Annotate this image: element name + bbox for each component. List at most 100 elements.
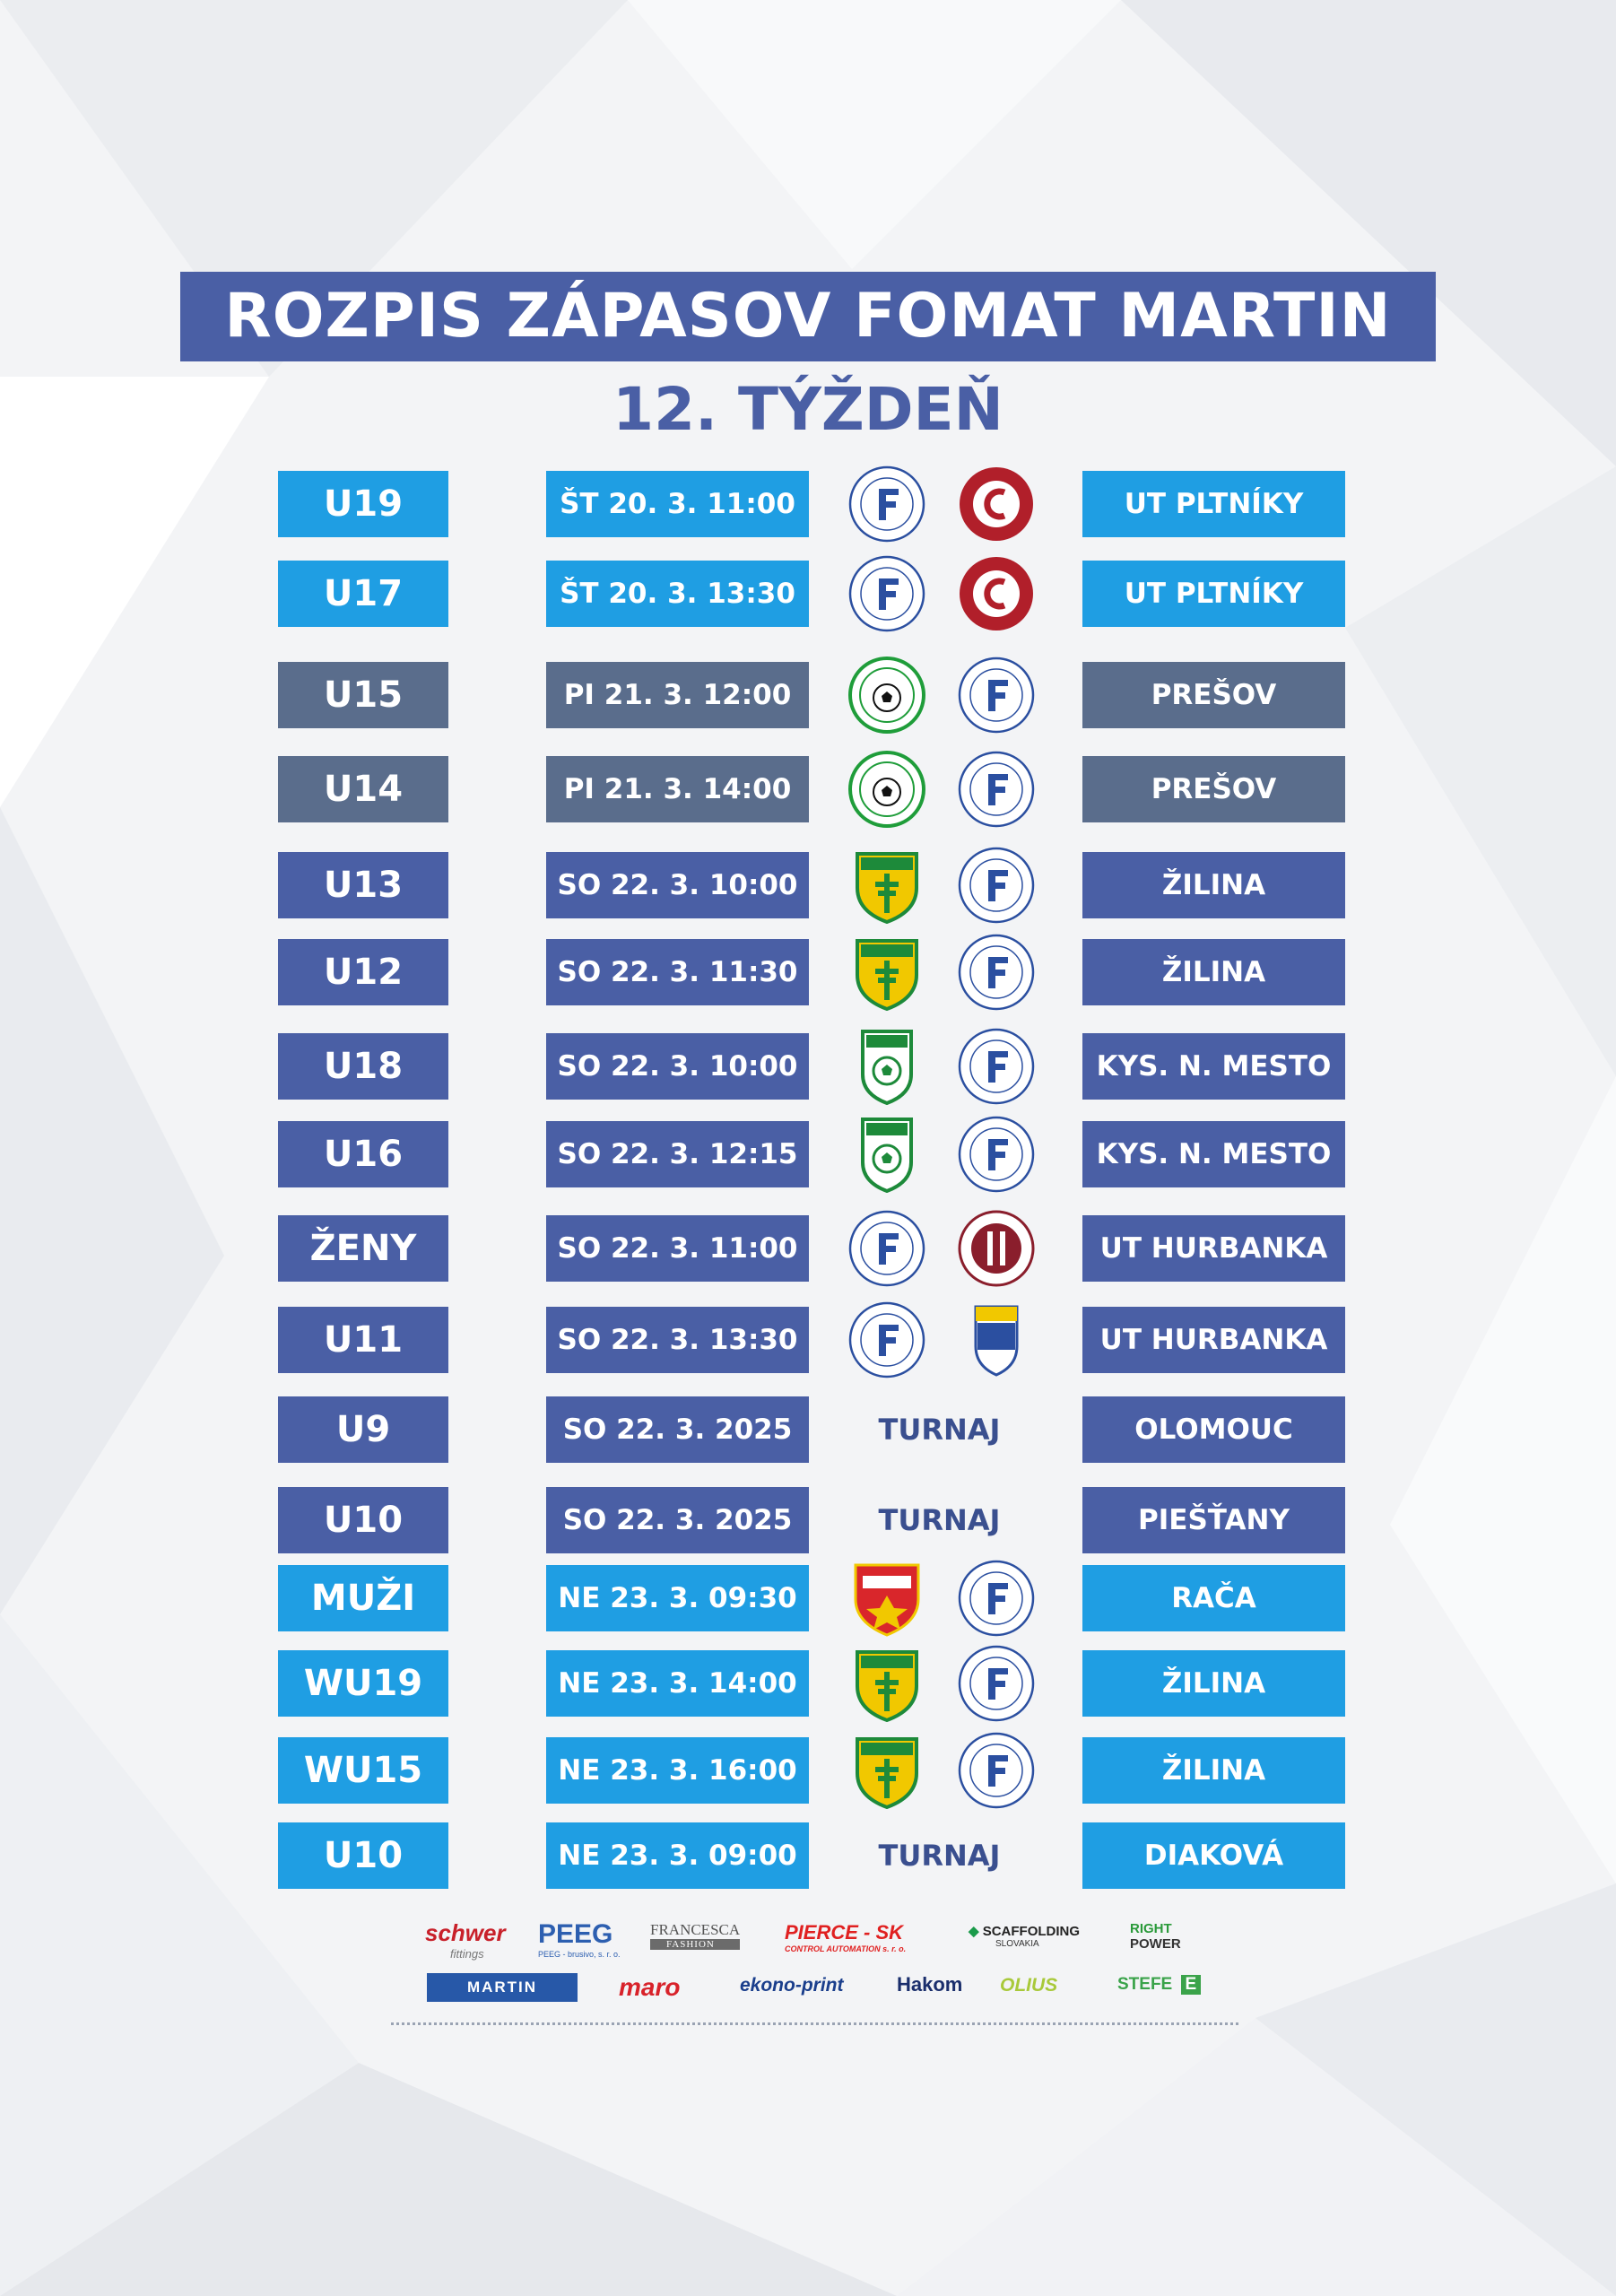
team-label: WU19 <box>278 1650 448 1717</box>
match-row: U11 SO 22. 3. 13:30 UT HURBANKA <box>0 1301 1616 1378</box>
divaky-logo <box>958 1301 1035 1378</box>
team-label: U9 <box>278 1396 448 1463</box>
sponsor-francesca: FRANCESCA FASHION <box>650 1921 741 1950</box>
club-logos <box>843 1210 1058 1287</box>
match-row: U16 SO 22. 3. 12:15 KYS. N. MESTO <box>0 1116 1616 1194</box>
club-logos <box>843 1732 1058 1810</box>
fomat-logo <box>848 1210 925 1287</box>
fkm-karlova-ves-logo <box>958 555 1035 632</box>
page-title: ROZPIS ZÁPASOV FOMAT MARTIN <box>180 272 1436 361</box>
sponsor-hakom: Hakom <box>897 1973 963 1996</box>
club-logos <box>843 847 1058 925</box>
sponsor-olius: OLIUS <box>1000 1975 1058 1996</box>
tatran-presov-logo <box>848 751 925 828</box>
opponent-label: PREŠOV <box>1082 662 1345 728</box>
club-logos <box>843 1645 1058 1723</box>
match-row: MUŽI NE 23. 3. 09:30 RAČA <box>0 1560 1616 1637</box>
club-logos <box>843 751 1058 828</box>
ssk-bratislava-logo <box>958 1210 1035 1287</box>
sponsor-stefe: STEFE E <box>1117 1975 1202 1995</box>
match-row: U18 SO 22. 3. 10:00 KYS. N. MESTO <box>0 1028 1616 1106</box>
sponsor-right-power: RIGHT POWER <box>1130 1921 1181 1952</box>
match-date: NE 23. 3. 09:00 <box>546 1822 809 1889</box>
kysucke-nove-mesto-logo <box>848 1116 925 1194</box>
match-date: SO 22. 3. 10:00 <box>546 1033 809 1100</box>
sponsor-logos: schwer fittings PEEG PEEG - brusivo, s. … <box>413 1919 1220 2027</box>
opponent-label: UT PLTNÍKY <box>1082 561 1345 627</box>
team-label: U10 <box>278 1487 448 1553</box>
sponsor-ekono-print: ekono-print <box>740 1975 844 1996</box>
match-row: U15 PI 21. 3. 12:00 PREŠOV <box>0 657 1616 734</box>
opponent-label: UT HURBANKA <box>1082 1215 1345 1282</box>
club-logos <box>843 1301 1058 1378</box>
sponsor-scaffolding: ◆ SCAFFOLDING SLOVAKIA <box>969 1924 1081 1949</box>
opponent-label: ŽILINA <box>1082 939 1345 1005</box>
club-logos <box>843 657 1058 734</box>
team-label: U16 <box>278 1121 448 1187</box>
team-label: U11 <box>278 1307 448 1373</box>
opponent-label: RAČA <box>1082 1565 1345 1631</box>
fomat-logo <box>958 1116 1035 1193</box>
opponent-label: ŽILINA <box>1082 852 1345 918</box>
match-date: ŠT 20. 3. 13:30 <box>546 561 809 627</box>
match-date: NE 23. 3. 16:00 <box>546 1737 809 1804</box>
opponent-label: OLOMOUC <box>1082 1396 1345 1463</box>
opponent-label: UT HURBANKA <box>1082 1307 1345 1373</box>
tournament-label: TURNAJ <box>878 1503 1001 1537</box>
match-row: U17 ŠT 20. 3. 13:30 UT PLTNÍKY <box>0 555 1616 632</box>
msk-zilina-logo <box>848 847 925 925</box>
team-label: WU15 <box>278 1737 448 1804</box>
team-label: U17 <box>278 561 448 627</box>
match-date: NE 23. 3. 14:00 <box>546 1650 809 1717</box>
match-date: ŠT 20. 3. 11:00 <box>546 471 809 537</box>
fkm-karlova-ves-logo <box>958 465 1035 543</box>
fomat-logo <box>958 751 1035 828</box>
club-logos <box>843 1560 1058 1637</box>
tournament-label: TURNAJ <box>878 1839 1001 1873</box>
raca-logo <box>848 1560 925 1637</box>
team-label: U13 <box>278 852 448 918</box>
match-date: SO 22. 3. 11:30 <box>546 939 809 1005</box>
club-logos <box>843 934 1058 1012</box>
divider <box>391 2022 1238 2025</box>
kysucke-nove-mesto-logo <box>848 1028 925 1106</box>
opponent-label: UT PLTNÍKY <box>1082 471 1345 537</box>
msk-zilina-logo <box>848 1645 925 1723</box>
club-logos <box>843 465 1058 543</box>
opponent-label: PIEŠŤANY <box>1082 1487 1345 1553</box>
opponent-label: ŽILINA <box>1082 1737 1345 1804</box>
match-row: WU19 NE 23. 3. 14:00 ŽILINA <box>0 1645 1616 1723</box>
opponent-label: KYS. N. MESTO <box>1082 1121 1345 1187</box>
match-date: SO 22. 3. 11:00 <box>546 1215 809 1282</box>
club-logos <box>843 1028 1058 1106</box>
team-label: U12 <box>278 939 448 1005</box>
fomat-logo <box>958 657 1035 734</box>
team-label: U19 <box>278 471 448 537</box>
fomat-logo <box>958 1645 1035 1722</box>
msk-zilina-logo <box>848 934 925 1012</box>
team-label: MUŽI <box>278 1565 448 1631</box>
opponent-label: KYS. N. MESTO <box>1082 1033 1345 1100</box>
fomat-logo <box>958 847 1035 924</box>
match-date: PI 21. 3. 14:00 <box>546 756 809 822</box>
match-date: SO 22. 3. 2025 <box>546 1487 809 1553</box>
sponsor-martin: MARTIN <box>427 1973 578 2002</box>
club-logos <box>843 1116 1058 1194</box>
tatran-presov-logo <box>848 657 925 734</box>
match-row: U10 SO 22. 3. 2025 TURNAJ PIEŠŤANY <box>0 1487 1616 1553</box>
team-label: ŽENY <box>278 1215 448 1282</box>
sponsor-peeg: PEEG PEEG - brusivo, s. r. o. <box>538 1919 621 1959</box>
club-logos <box>843 555 1058 632</box>
opponent-label: PREŠOV <box>1082 756 1345 822</box>
match-date: SO 22. 3. 13:30 <box>546 1307 809 1373</box>
sponsor-schwer: schwer fittings <box>425 1919 506 1961</box>
match-date: SO 22. 3. 2025 <box>546 1396 809 1463</box>
msk-zilina-logo <box>848 1732 925 1810</box>
opponent-label: ŽILINA <box>1082 1650 1345 1717</box>
fomat-logo <box>848 555 925 632</box>
match-row: WU15 NE 23. 3. 16:00 ŽILINA <box>0 1732 1616 1810</box>
fomat-logo <box>958 1560 1035 1637</box>
fomat-logo <box>958 1028 1035 1105</box>
